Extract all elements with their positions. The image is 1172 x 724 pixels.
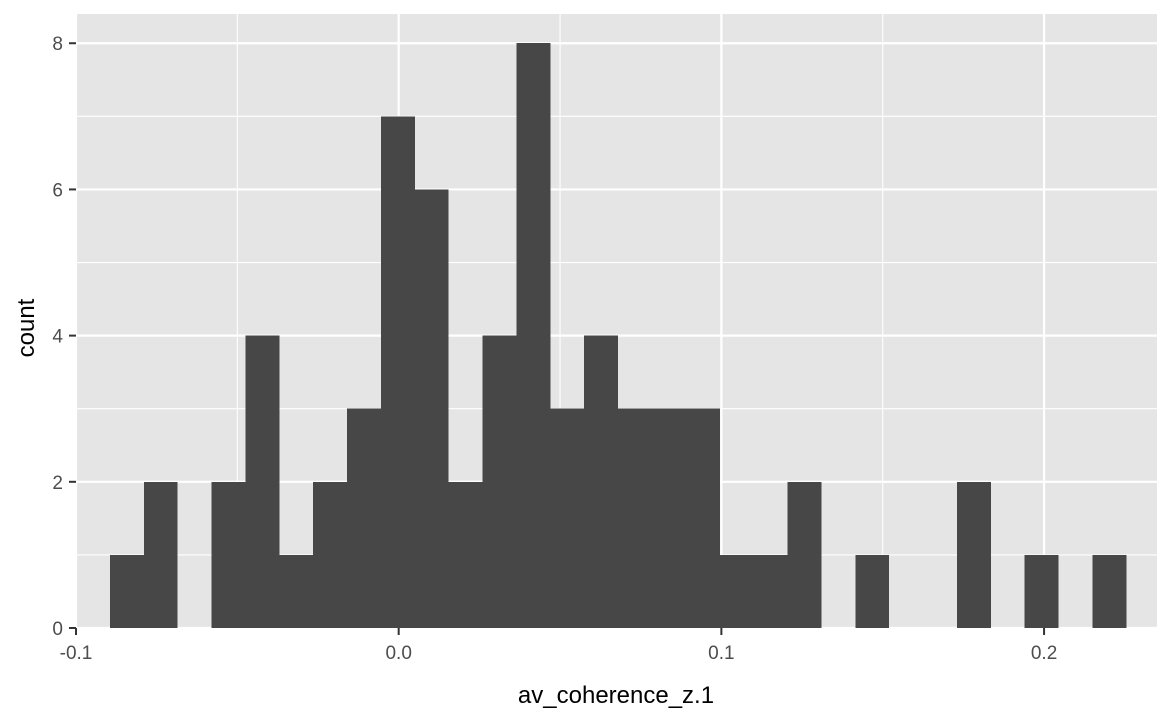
y-axis-ticks: 0 2 4 6 8 (52, 34, 76, 640)
histogram-bar (245, 335, 280, 628)
histogram-bar (516, 43, 551, 628)
x-tick-label: -0.1 (60, 643, 93, 664)
x-tick-label: 0.2 (1031, 643, 1057, 664)
histogram-bar (787, 481, 822, 628)
y-tick-label: 2 (52, 473, 63, 494)
histogram-bar (211, 481, 246, 628)
histogram-bar (414, 189, 449, 628)
histogram-bar (719, 554, 754, 628)
y-tick-label: 8 (52, 34, 63, 55)
histogram-bars (109, 43, 1127, 628)
y-tick-label: 4 (52, 327, 63, 348)
histogram-bar (1092, 554, 1127, 628)
histogram-bar (143, 481, 178, 628)
x-tick-label: 0.0 (385, 643, 411, 664)
x-tick-label: 0.1 (708, 643, 734, 664)
y-axis-title: count (13, 298, 40, 357)
histogram-bar (584, 335, 619, 628)
x-axis-title: av_coherence_z.1 (518, 682, 714, 709)
histogram-bar (482, 335, 517, 628)
histogram-bar (1024, 554, 1059, 628)
histogram-bar (618, 408, 652, 628)
histogram-bar (651, 408, 686, 628)
histogram-bar (855, 554, 890, 628)
histogram-bar (313, 481, 348, 628)
histogram-bar (279, 554, 314, 628)
histogram-bar (347, 408, 381, 628)
histogram-bar (550, 408, 585, 628)
y-tick-label: 6 (52, 180, 63, 201)
histogram-bar (753, 554, 788, 628)
y-tick-label: 0 (52, 619, 63, 640)
histogram-bar (448, 481, 483, 628)
histogram-bar (109, 554, 144, 628)
x-axis-ticks: -0.1 0.0 0.1 0.2 (60, 628, 1057, 664)
histogram-bar (685, 408, 720, 628)
histogram-bar (380, 116, 415, 628)
histogram-bar (956, 481, 991, 628)
